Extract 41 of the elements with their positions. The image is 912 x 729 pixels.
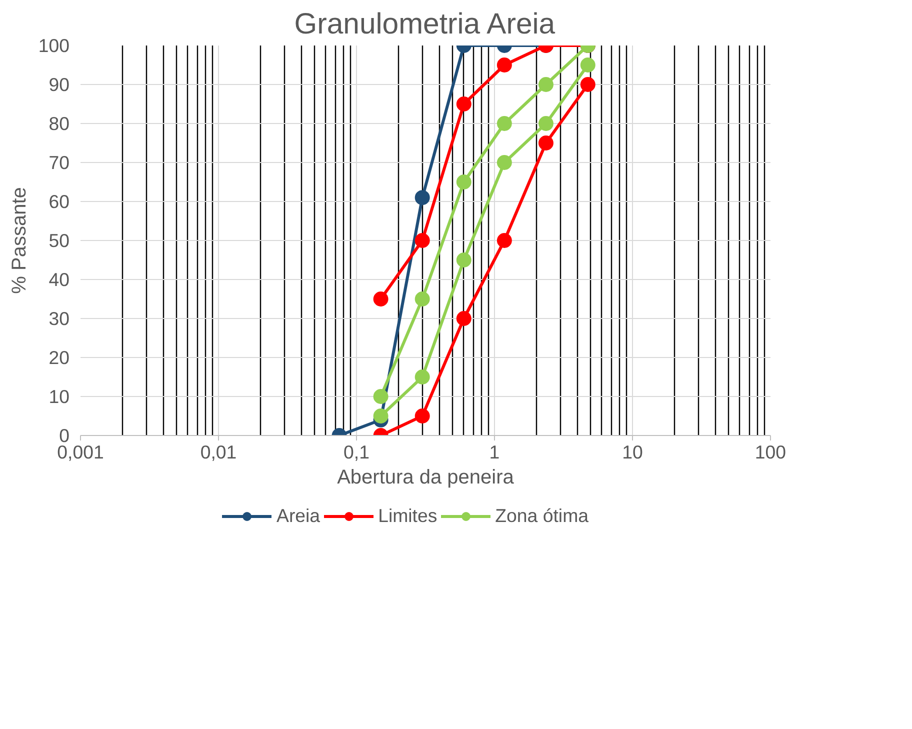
point	[496, 233, 512, 248]
point	[456, 311, 472, 326]
point	[373, 389, 388, 404]
y-tick-label: 50	[48, 230, 70, 251]
y-tick-label: 10	[48, 386, 70, 407]
y-tick-label: 90	[48, 74, 70, 95]
point	[414, 408, 430, 424]
y-tick-label: 60	[48, 191, 70, 212]
x-tick-label: 1	[489, 442, 500, 462]
x-tick-label: 0,1	[344, 442, 370, 462]
y-tick-label: 100	[38, 35, 70, 56]
y-tick-label: 40	[48, 269, 70, 290]
x-tick-label: 100	[754, 442, 786, 462]
y-tick-label: 20	[48, 347, 70, 368]
legend-label: Limites	[378, 505, 438, 527]
y-tick-label: 80	[48, 113, 70, 134]
point	[414, 370, 430, 384]
point	[538, 136, 554, 150]
x-axis-title: Abertura da peneira	[337, 466, 515, 488]
y-axis-title: % Passante	[8, 187, 30, 294]
point	[456, 252, 472, 268]
point	[496, 58, 512, 72]
point	[580, 77, 596, 92]
y-tick-label: 70	[48, 152, 70, 173]
legend-label: Zona ótima	[495, 505, 588, 527]
legend-label: Areia	[276, 505, 320, 527]
point	[580, 58, 596, 72]
point	[538, 77, 554, 92]
point	[414, 292, 430, 306]
point	[496, 116, 512, 131]
x-tick-label: 0,01	[200, 442, 237, 462]
point	[373, 408, 388, 424]
chart-title: Granulometria Areia	[294, 8, 556, 40]
point	[414, 233, 430, 248]
point	[456, 96, 472, 112]
y-tick-label: 30	[48, 308, 70, 329]
point	[373, 292, 388, 306]
point	[538, 116, 554, 131]
point	[496, 155, 512, 170]
x-tick-label: 10	[622, 442, 643, 462]
point	[456, 174, 472, 190]
